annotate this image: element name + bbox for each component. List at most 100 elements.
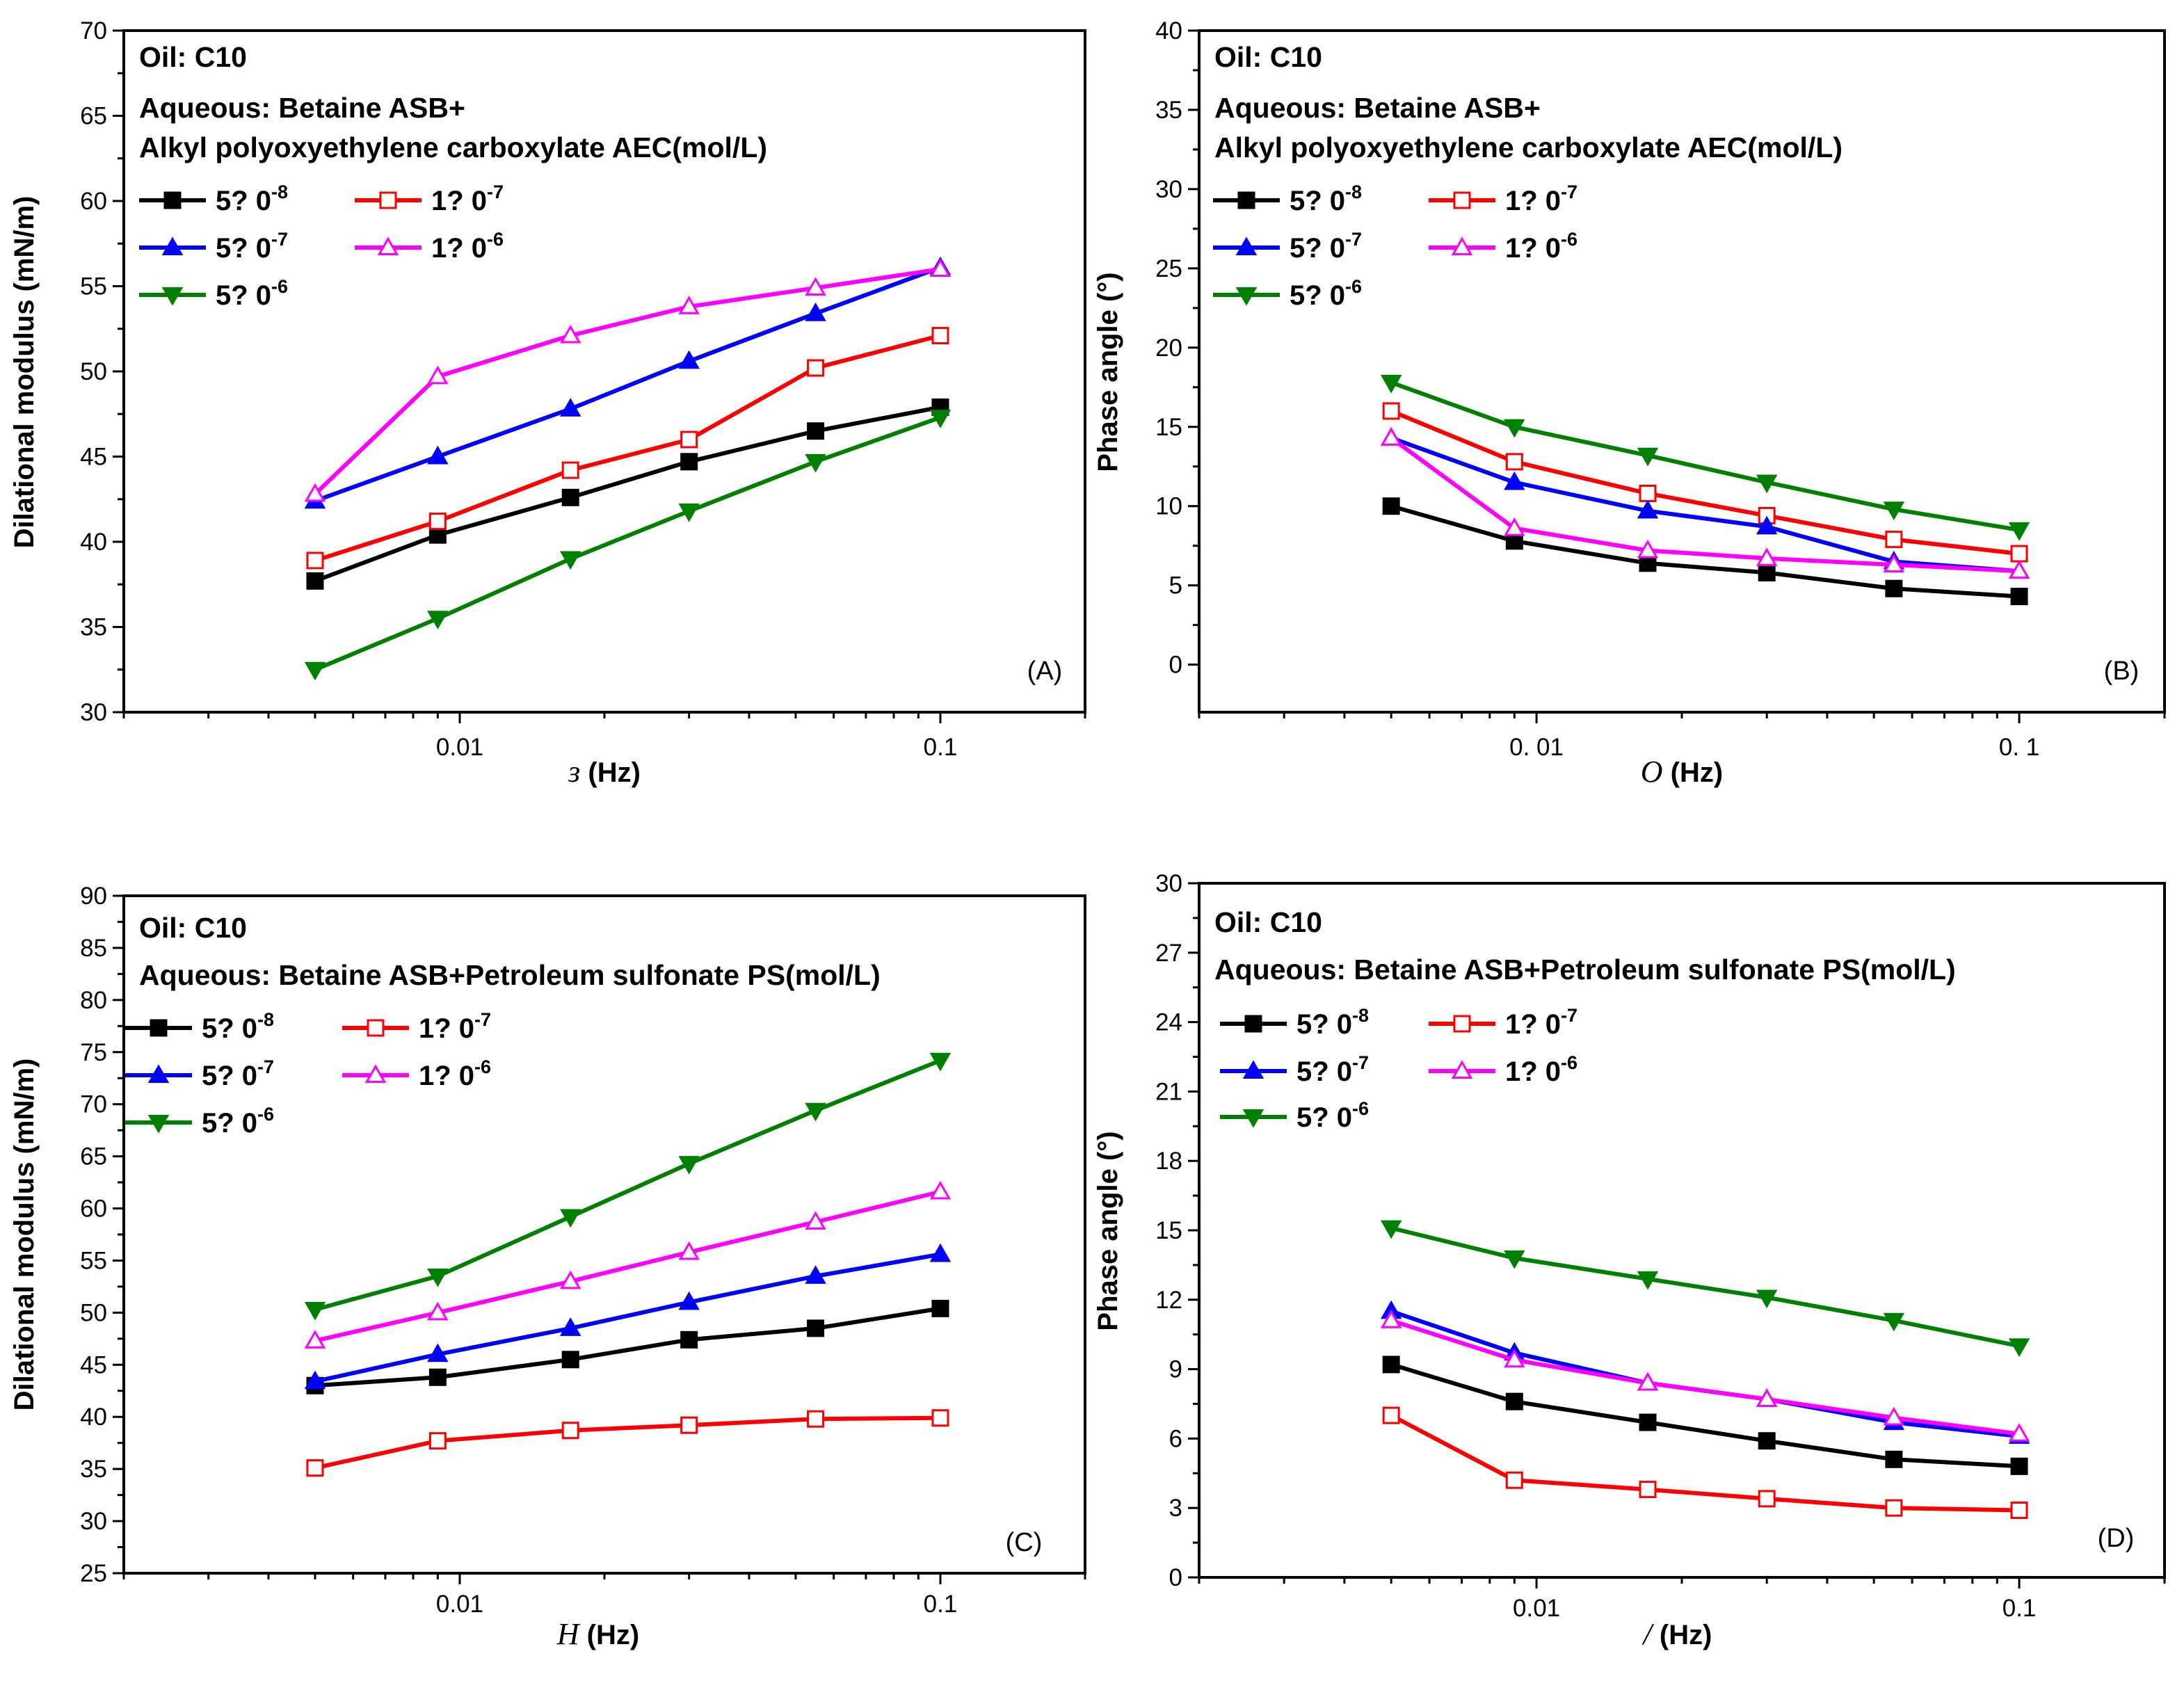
data-point	[559, 1209, 581, 1228]
legend: 5? 0-8 1? 0-7 5? 0-7 1? 0-6 5? 0-6	[139, 182, 504, 311]
annotation-line: Oil: C10	[139, 912, 247, 944]
y-tick-label: 27	[1155, 940, 1182, 967]
legend-label: 1? 0-6	[431, 229, 504, 264]
data-point	[561, 488, 579, 506]
series-line	[1390, 1413, 2020, 1513]
data-point	[2010, 588, 2028, 606]
data-point	[1883, 1312, 1905, 1332]
series-1e-6	[1380, 427, 2030, 579]
legend-item-5e-7: 5? 0-7	[139, 229, 288, 264]
series-5e-6	[1380, 374, 2030, 541]
x-axis-label: H (Hz)	[556, 1617, 639, 1651]
legend-item-5e-7: 5? 0-7	[1220, 1052, 1369, 1087]
y-tick-label: 75	[80, 1039, 107, 1066]
y-tick-label: 40	[1155, 17, 1182, 45]
data-point	[304, 483, 326, 502]
y-tick-label: 30	[1155, 176, 1182, 203]
data-point	[1380, 374, 1402, 394]
series-5e-8	[1382, 497, 2028, 606]
x-axis-label: O (Hz)	[1641, 755, 1723, 789]
legend-label: 5? 0-8	[202, 1009, 274, 1044]
legend-item-5e-6: 5? 0-6	[1220, 1098, 1369, 1133]
y-tick-label: 80	[80, 987, 107, 1014]
data-point	[427, 1301, 449, 1321]
series-1e-7	[1382, 402, 2028, 563]
legend-marker	[163, 191, 182, 209]
legend-item-5e-6: 5? 0-6	[1213, 276, 1362, 311]
data-point	[1756, 474, 1778, 494]
data-point	[805, 1265, 826, 1284]
annotation-line: Alkyl polyoxyethylene carboxylate AEC(mo…	[139, 131, 767, 163]
data-point	[427, 611, 449, 629]
y-tick-label: 20	[1155, 335, 1182, 362]
data-point	[1504, 1250, 1525, 1269]
legend-item-5e-6: 5? 0-6	[125, 1104, 274, 1139]
data-point	[561, 461, 579, 479]
data-point	[1885, 531, 1903, 549]
data-point	[304, 1301, 326, 1321]
y-tick-label: 10	[1155, 493, 1182, 520]
series-line	[314, 415, 942, 672]
y-tick-label: 0	[1169, 652, 1182, 679]
y-tick-label: 15	[1155, 414, 1182, 441]
data-point	[805, 1102, 826, 1122]
legend-label: 1? 0-6	[1505, 1052, 1577, 1087]
data-point	[807, 422, 825, 440]
series-line	[1390, 435, 2020, 574]
data-point	[1758, 563, 1776, 581]
legend-label: 5? 0-7	[1296, 1052, 1369, 1087]
y-tick-label: 15	[1155, 1217, 1182, 1244]
x-tick-label: 0. 1	[1999, 734, 2039, 761]
data-point	[1382, 1356, 1400, 1374]
data-point	[1504, 1349, 1525, 1368]
legend-item-5e-6: 5? 0-6	[139, 276, 288, 311]
chart-panel-b: 0 5 10 15 20 25 30 35 40 0. 01 0. 1 Phase angle (°)…	[1093, 17, 2166, 789]
y-tick-label: 35	[80, 614, 107, 641]
data-point	[1637, 539, 1659, 558]
data-point	[1382, 402, 1400, 420]
data-point	[678, 1241, 700, 1260]
x-tick-label: 0.1	[924, 1591, 958, 1618]
data-point	[1637, 499, 1659, 519]
series-line	[1390, 380, 2020, 532]
series-line	[1390, 1362, 2020, 1469]
data-point	[805, 1211, 826, 1230]
series-1e-6	[304, 258, 952, 502]
series-5e-7	[304, 1243, 952, 1390]
legend-marker	[379, 191, 397, 209]
legend-label: 5? 0-6	[216, 276, 288, 311]
data-point	[929, 1243, 952, 1262]
y-tick-label: 60	[80, 188, 107, 215]
y-tick-label: 60	[80, 1196, 107, 1223]
data-point	[1505, 453, 1523, 471]
series-line	[314, 333, 941, 563]
data-point	[931, 1299, 949, 1317]
legend-label: 5? 0-6	[1296, 1098, 1369, 1133]
series-line	[314, 1059, 942, 1312]
panel-label: (A)	[1027, 657, 1063, 686]
y-tick-label: 70	[80, 1091, 107, 1118]
legend-item-5e-7: 5? 0-7	[125, 1056, 274, 1091]
chart-panel-c: 25 30 35 40 45 50 55 60 65 70 75 80 85 90 0.01 0.1 Dilat…	[9, 883, 1086, 1651]
data-point	[2010, 1502, 2028, 1520]
legend: 5? 0-8 1? 0-7 5? 0-7 1? 0-6 5? 0-6	[1220, 1005, 1577, 1133]
legend: 5? 0-8 1? 0-7 5? 0-7 1? 0-6 5? 0-6	[125, 1009, 491, 1139]
y-tick-label: 3	[1169, 1495, 1182, 1522]
data-point	[559, 551, 581, 570]
data-point	[1505, 1471, 1523, 1489]
data-point	[2008, 1423, 2030, 1442]
y-tick-label: 65	[80, 1143, 107, 1171]
data-point	[1758, 1432, 1776, 1450]
data-point	[1637, 1271, 1659, 1290]
chart-panel-d: 0 3 6 9 12 15 18 21 24 27 30 0.01 0.1 Phase angle (°)…	[1093, 870, 2166, 1651]
y-tick-label: 45	[80, 444, 107, 471]
y-axis-label: Phase angle (°)	[1093, 272, 1123, 472]
series-1e-7	[306, 327, 949, 570]
series-1e-6	[304, 1180, 952, 1349]
y-tick-label: 25	[80, 1560, 107, 1587]
legend-marker	[147, 1064, 170, 1083]
series-1e-7	[306, 1409, 949, 1477]
legend-label: 1? 0-6	[1505, 229, 1577, 264]
data-point	[427, 365, 449, 385]
y-tick-label: 30	[80, 699, 107, 726]
